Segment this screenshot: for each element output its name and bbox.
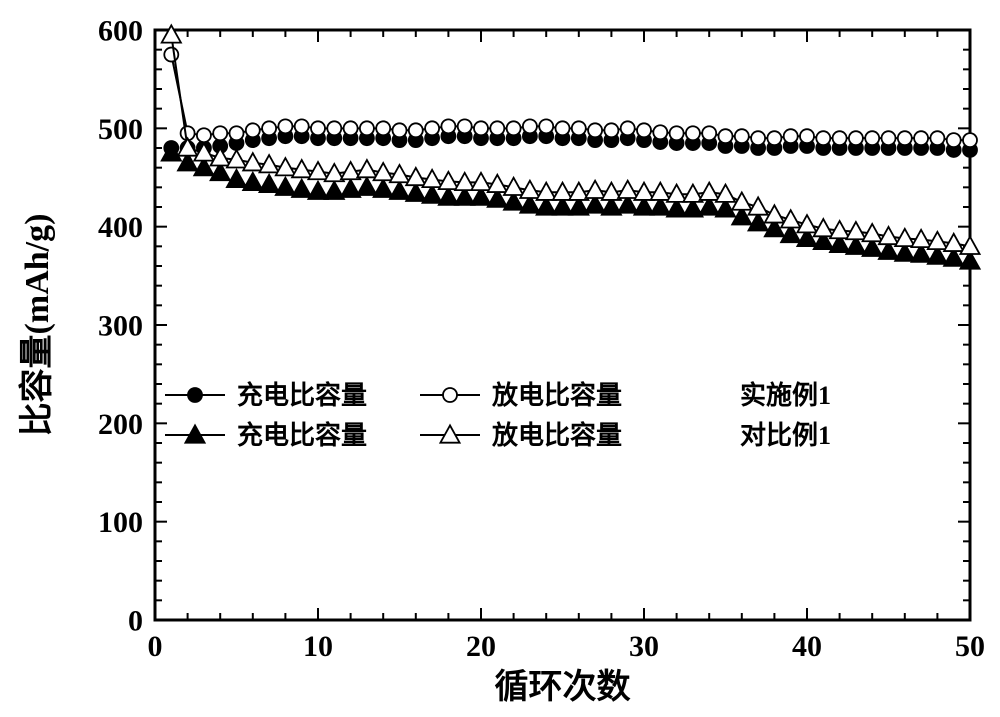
chart-container: 010203040500100200300400500600循环次数比容量(mA… <box>0 0 1000 717</box>
y-axis-label: 比容量(mAh/g) <box>18 214 56 437</box>
legend-label: 充电比容量 <box>237 380 367 410</box>
legend-group-label: 实施例1 <box>740 380 831 410</box>
x-tick-label: 0 <box>148 630 163 663</box>
x-tick-label: 20 <box>466 630 496 663</box>
y-tick-label: 500 <box>98 113 143 146</box>
x-tick-label: 30 <box>629 630 659 663</box>
legend-label: 充电比容量 <box>237 420 367 450</box>
legend-label: 放电比容量 <box>491 380 622 410</box>
legend-group-label: 对比例1 <box>740 421 831 450</box>
x-tick-label: 50 <box>955 630 985 663</box>
legend-label: 放电比容量 <box>491 420 622 450</box>
x-axis-label: 循环次数 <box>495 668 631 706</box>
y-tick-label: 400 <box>98 211 143 244</box>
y-tick-label: 200 <box>98 408 143 441</box>
x-tick-label: 10 <box>303 630 333 663</box>
y-tick-label: 300 <box>98 310 143 343</box>
y-tick-label: 100 <box>98 506 143 539</box>
plot-area <box>155 30 970 620</box>
chart-svg: 010203040500100200300400500600循环次数比容量(mA… <box>0 0 1000 717</box>
y-tick-label: 600 <box>98 15 143 48</box>
x-tick-label: 40 <box>792 630 822 663</box>
y-tick-label: 0 <box>128 605 143 638</box>
